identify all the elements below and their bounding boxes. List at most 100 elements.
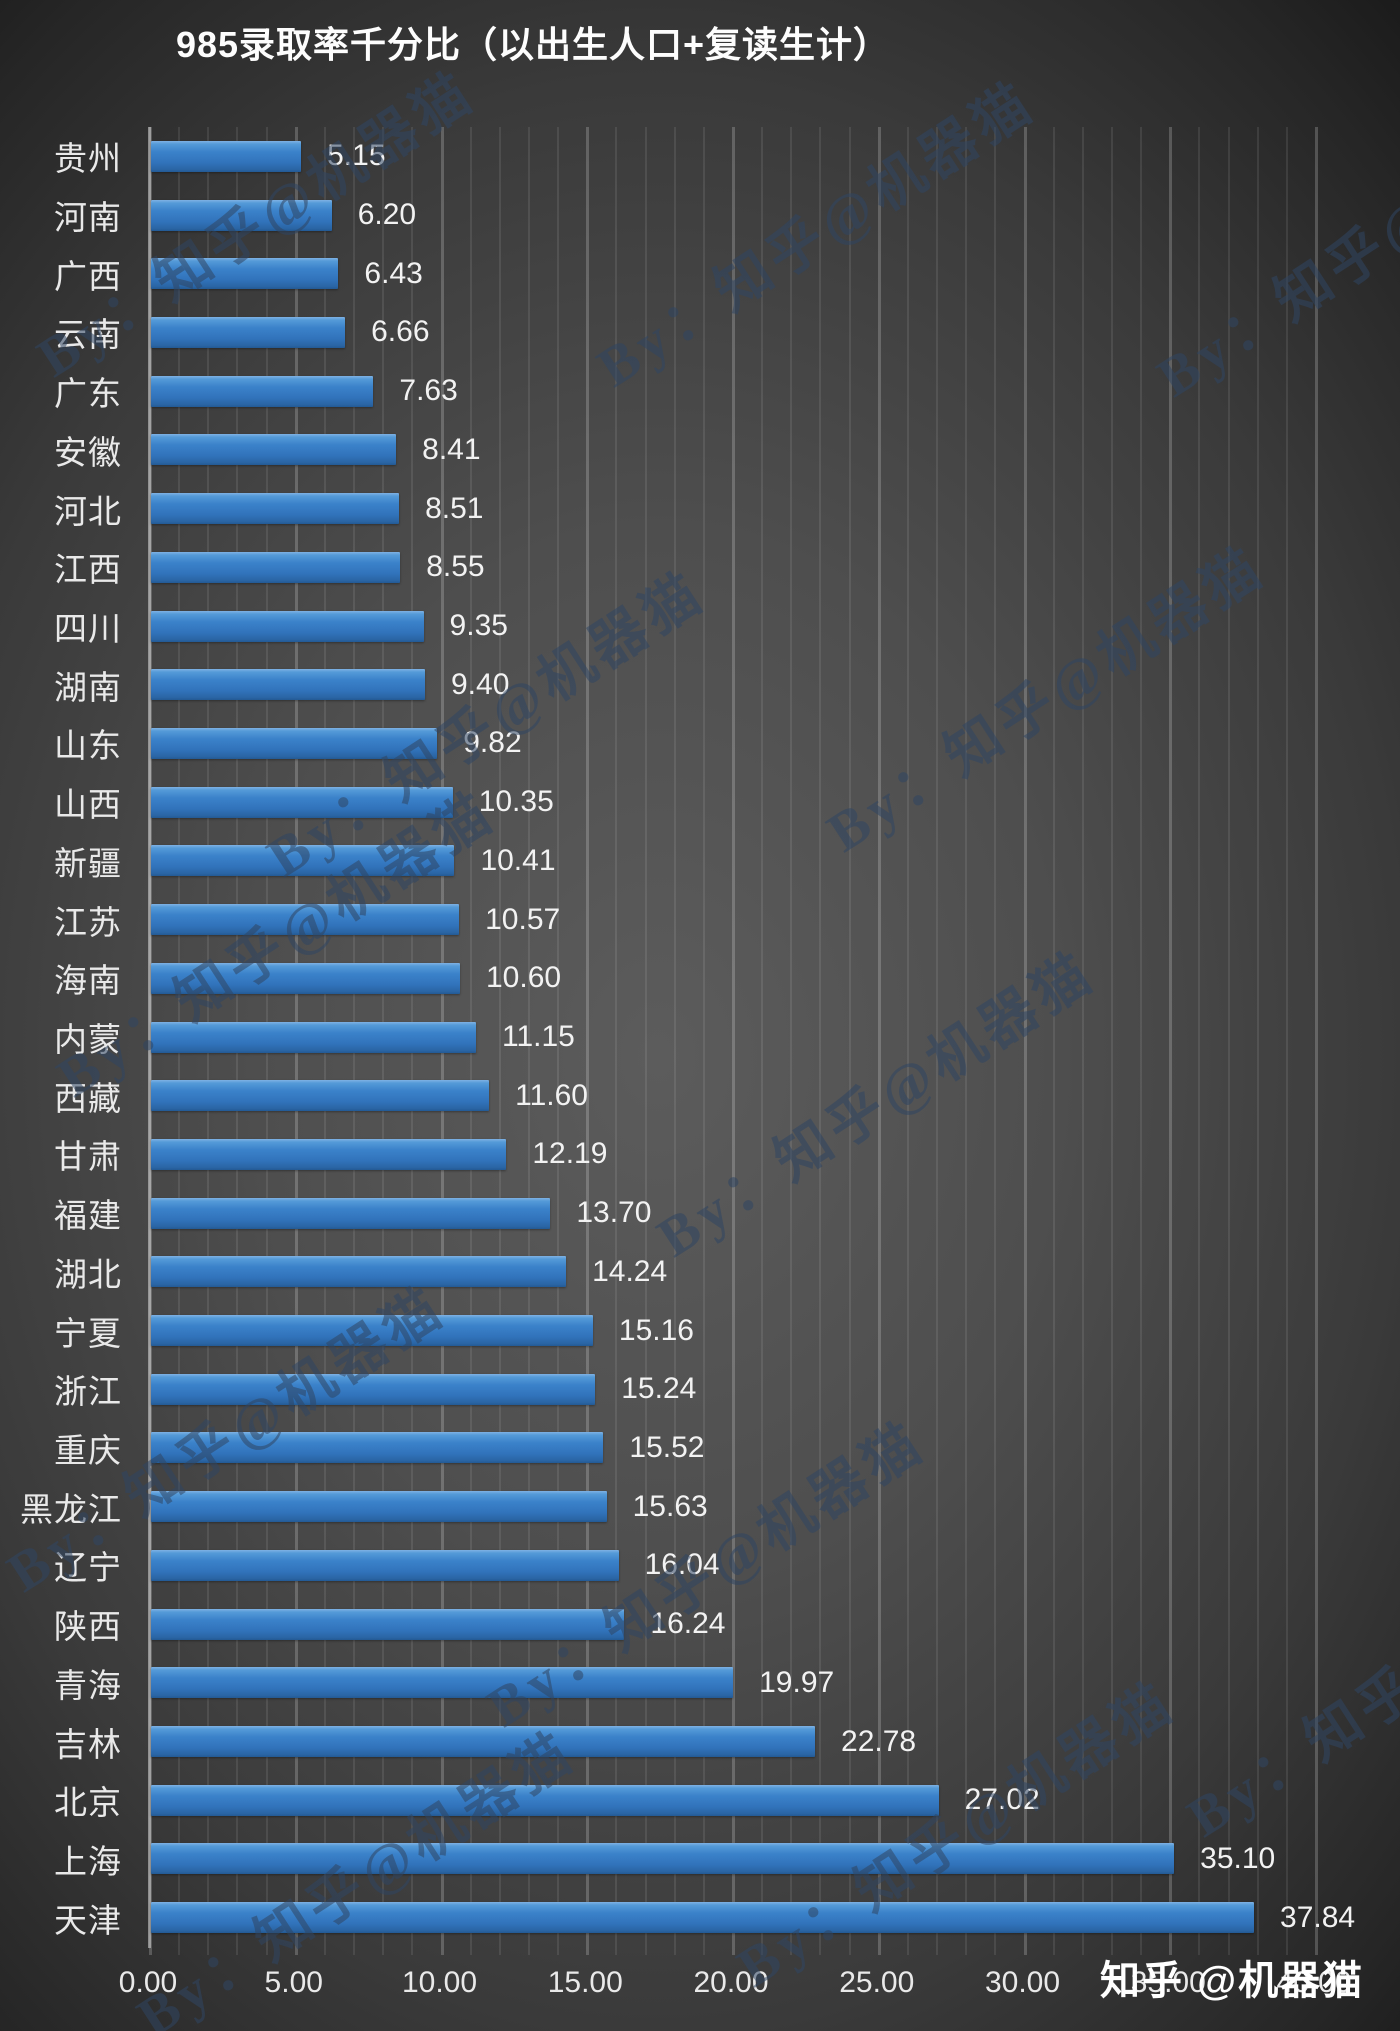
category-label-17: 甘肃 [54,1140,122,1177]
x-tick-label-1: 5.00 [264,1966,323,1999]
bar-20 [151,1315,593,1347]
bar-11 [151,786,453,818]
category-label-12: 新疆 [54,846,122,883]
value-label-6: 8.51 [425,491,484,525]
major-gridline [1315,127,1318,1955]
bar-2 [151,258,339,290]
minor-gridline [1140,127,1143,1955]
category-label-10: 山东 [54,729,122,766]
chart-title: 985录取率千分比（以出生人口+复读生计） [175,24,891,65]
value-label-17: 12.19 [532,1137,608,1171]
category-label-16: 西藏 [54,1081,122,1118]
value-label-13: 10.57 [485,902,561,936]
bar-18 [151,1197,551,1229]
major-gridline [1023,127,1027,1955]
value-label-29: 35.10 [1200,1841,1276,1875]
category-label-24: 辽宁 [54,1551,122,1588]
category-label-3: 云南 [54,318,122,355]
x-tick-label-4: 20.00 [693,1966,769,1999]
category-label-30: 天津 [54,1903,122,1940]
bar-14 [151,962,460,994]
category-label-6: 河北 [54,494,122,531]
category-label-2: 广西 [54,259,122,296]
category-label-25: 陕西 [54,1610,122,1647]
x-tick-label-3: 15.00 [547,1966,623,1999]
value-label-16: 11.60 [515,1078,588,1112]
bar-15 [151,1021,477,1053]
bar-1 [151,199,332,231]
minor-gridline [936,127,939,1955]
bar-17 [151,1138,507,1170]
x-tick-label-0: 0.00 [118,1966,178,1999]
minor-gridline [1198,127,1201,1955]
category-label-22: 重庆 [54,1433,122,1470]
bar-26 [151,1667,734,1699]
value-label-28: 27.02 [964,1783,1040,1817]
minor-gridline [1081,127,1084,1955]
bar-8 [151,610,424,642]
value-label-14: 10.60 [485,961,562,995]
bar-28 [151,1784,939,1816]
minor-gridline [615,127,618,1955]
value-label-4: 7.63 [399,374,458,408]
value-label-10: 9.82 [463,726,522,760]
bar-27 [151,1726,816,1758]
category-label-23: 黑龙江 [20,1492,122,1529]
bar-19 [151,1256,567,1288]
zhihu-footer-watermark: 知乎 @机器猫 [1100,1959,1365,2003]
value-label-9: 9.40 [451,667,510,701]
bar-5 [151,434,397,466]
minor-gridline [702,127,705,1955]
bar-16 [151,1080,490,1112]
bar-22 [151,1432,604,1464]
value-label-5: 8.41 [422,432,481,466]
category-label-1: 河南 [54,201,122,238]
value-label-23: 15.63 [632,1489,708,1523]
category-label-4: 广东 [54,377,122,414]
minor-gridline [527,127,530,1955]
category-label-19: 湖北 [54,1257,122,1294]
minor-gridline [1110,127,1113,1955]
category-label-21: 浙江 [54,1375,122,1412]
value-label-15: 11.15 [502,1019,575,1053]
value-label-2: 6.43 [364,256,423,290]
bar-3 [151,316,346,348]
category-label-7: 江西 [54,553,122,590]
x-tick-label-2: 10.00 [401,1966,478,1999]
category-label-20: 宁夏 [54,1316,122,1353]
minor-gridline [761,127,764,1955]
minor-gridline [994,127,997,1955]
category-label-14: 海南 [54,964,122,1001]
minor-gridline [906,127,909,1955]
bar-29 [151,1843,1175,1875]
minor-gridline [848,127,851,1955]
minor-gridline [1052,127,1055,1955]
minor-gridline [1285,127,1288,1955]
bar-30 [151,1902,1255,1934]
y-axis-line [148,127,151,1948]
category-label-5: 安徽 [54,435,122,472]
minor-gridline [557,127,560,1955]
minor-gridline [965,127,968,1955]
value-label-21: 15.24 [621,1372,697,1406]
value-label-8: 9.35 [449,609,508,643]
category-label-13: 江苏 [54,905,122,942]
x-tick-label-7: 35.00 [1130,1966,1206,1999]
value-label-3: 6.66 [371,315,430,349]
minor-gridline [673,127,676,1955]
bar-6 [151,493,400,525]
bar-21 [151,1373,596,1405]
value-label-22: 15.52 [629,1430,705,1464]
category-label-11: 山西 [54,788,122,825]
minor-gridline [1227,127,1230,1955]
bar-23 [151,1491,607,1523]
value-label-7: 8.55 [426,550,485,584]
major-gridline [877,127,881,1955]
x-tick-label-5: 25.00 [839,1966,915,1999]
value-label-11: 10.35 [478,785,554,819]
bar-24 [151,1549,619,1581]
category-label-27: 吉林 [54,1727,122,1764]
value-label-24: 16.04 [644,1548,720,1582]
